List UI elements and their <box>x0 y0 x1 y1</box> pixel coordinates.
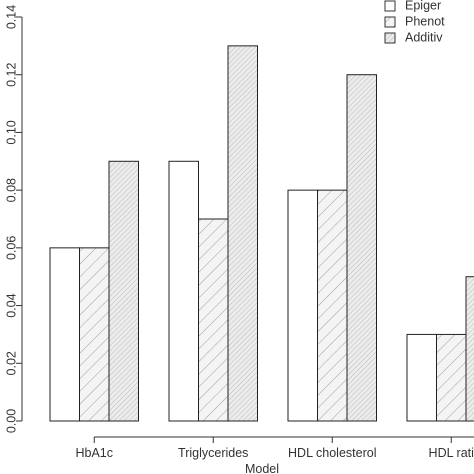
bar <box>317 189 348 422</box>
legend-label: Phenot <box>405 14 445 28</box>
bar <box>287 189 318 422</box>
bar <box>346 74 377 422</box>
bar <box>168 160 199 422</box>
legend-swatch <box>384 16 396 28</box>
bar <box>198 218 229 422</box>
bar <box>108 160 139 422</box>
legend: Epiger Phenot Additiv <box>384 0 445 44</box>
bar <box>406 333 437 422</box>
legend-label: Epiger <box>405 0 441 12</box>
x-axis: HbA1c Triglycerides HDL cholesterol HDL rat… <box>75 436 474 460</box>
y-tick-label: 0.02 <box>4 351 18 375</box>
legend-swatch <box>384 0 396 12</box>
y-tick-label: 0.14 <box>4 5 18 29</box>
y-tick-label: 0.00 <box>4 409 18 433</box>
bar <box>465 276 474 422</box>
bar <box>79 247 110 422</box>
y-axis: 0.00 0.02 0.04 0.06 0.08 0.10 0.12 0.14 <box>4 5 23 433</box>
x-category-label: Triglycerides <box>178 446 248 460</box>
y-tick-label: 0.10 <box>4 120 18 144</box>
y-tick-label: 0.04 <box>4 293 18 317</box>
x-axis-title: Model <box>245 462 279 474</box>
bar <box>49 247 80 422</box>
y-tick-label: 0.08 <box>4 178 18 202</box>
legend-label: Additiv <box>405 30 443 44</box>
bars <box>49 45 474 422</box>
x-category-label: HDL rati <box>429 446 474 460</box>
x-category-label: HbA1c <box>75 446 113 460</box>
x-category-label: HDL cholesterol <box>288 446 376 460</box>
y-tick-label: 0.12 <box>4 63 18 87</box>
y-tick-label: 0.06 <box>4 236 18 260</box>
legend-swatch <box>384 32 396 44</box>
bar <box>227 45 258 422</box>
bar <box>436 333 467 422</box>
